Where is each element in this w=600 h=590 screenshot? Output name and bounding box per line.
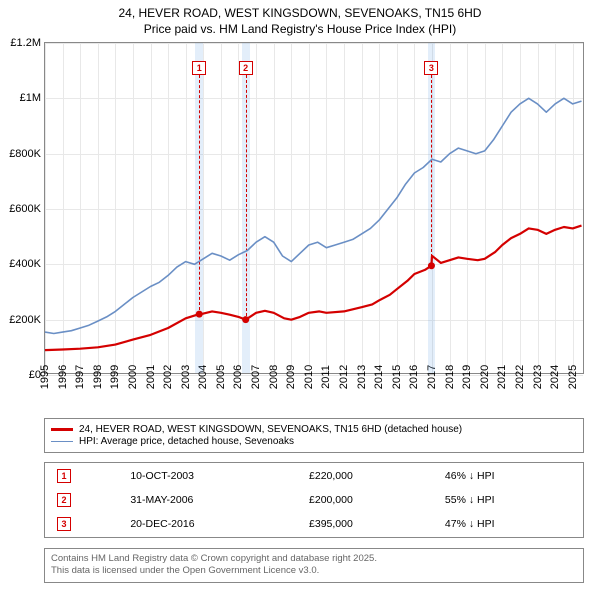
event-dot — [242, 316, 249, 323]
events-table: 1 10-OCT-2003£220,00046% ↓ HPI 2 31-MAY-200… — [44, 462, 584, 538]
event-delta: 55% ↓ HPI — [435, 489, 581, 511]
event-marker-cell: 2 — [47, 489, 118, 511]
legend-label: 24, HEVER ROAD, WEST KINGSDOWN, SEVENOAK… — [79, 424, 462, 435]
ytick-label: £800K — [9, 148, 41, 160]
legend-label: HPI: Average price, detached house, Seve… — [79, 436, 294, 447]
table-row: 1 10-OCT-2003£220,00046% ↓ HPI — [47, 465, 581, 487]
table-row: 2 31-MAY-2006£200,00055% ↓ HPI — [47, 489, 581, 511]
event-price: £395,000 — [299, 513, 433, 535]
event-marker-cell: 1 — [47, 465, 118, 487]
event-dot — [428, 262, 435, 269]
event-date: 10-OCT-2003 — [120, 465, 297, 487]
chart-plot-area: £0£200K£400K£600K£800K£1M£1.2M1995199619… — [44, 42, 584, 374]
ytick-label: £1.2M — [10, 37, 41, 49]
title-line-2: Price paid vs. HM Land Registry's House … — [0, 22, 600, 38]
event-date: 31-MAY-2006 — [120, 489, 297, 511]
event-dot — [196, 311, 203, 318]
ytick-label: £600K — [9, 203, 41, 215]
legend-item: 24, HEVER ROAD, WEST KINGSDOWN, SEVENOAK… — [51, 424, 577, 435]
event-delta: 46% ↓ HPI — [435, 465, 581, 487]
ytick-label: £1M — [20, 92, 41, 104]
legend-item: HPI: Average price, detached house, Seve… — [51, 436, 577, 447]
ytick-label: £400K — [9, 258, 41, 270]
legend-swatch — [51, 441, 73, 443]
event-price: £200,000 — [299, 489, 433, 511]
event-marker-box: 2 — [57, 493, 71, 507]
event-delta: 47% ↓ HPI — [435, 513, 581, 535]
chart-title: 24, HEVER ROAD, WEST KINGSDOWN, SEVENOAK… — [0, 0, 600, 37]
footer-line-2: This data is licensed under the Open Gov… — [51, 565, 577, 577]
event-price: £220,000 — [299, 465, 433, 487]
title-line-1: 24, HEVER ROAD, WEST KINGSDOWN, SEVENOAK… — [0, 6, 600, 22]
event-marker-box: 1 — [57, 469, 71, 483]
footer-attribution: Contains HM Land Registry data © Crown c… — [44, 548, 584, 583]
event-date: 20-DEC-2016 — [120, 513, 297, 535]
legend: 24, HEVER ROAD, WEST KINGSDOWN, SEVENOAK… — [44, 418, 584, 453]
event-marker-box: 3 — [57, 517, 71, 531]
ytick-label: £200K — [9, 314, 41, 326]
chart-svg — [45, 43, 585, 375]
event-marker-cell: 3 — [47, 513, 118, 535]
footer-line-1: Contains HM Land Registry data © Crown c… — [51, 553, 577, 565]
legend-swatch — [51, 428, 73, 430]
series-hpi — [45, 98, 582, 333]
table-row: 3 20-DEC-2016£395,00047% ↓ HPI — [47, 513, 581, 535]
